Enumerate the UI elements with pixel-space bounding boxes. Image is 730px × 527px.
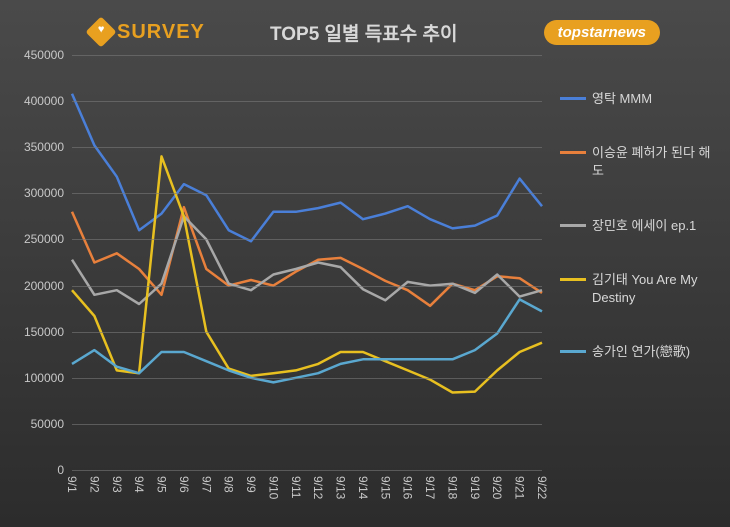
gridline [72, 332, 542, 333]
legend-label: 장민호 에세이 ep.1 [592, 217, 696, 235]
y-axis-label: 100000 [24, 371, 64, 385]
gridline [72, 239, 542, 240]
legend-swatch [560, 151, 586, 154]
y-axis-label: 150000 [24, 325, 64, 339]
topstar-logo: topstarnews [544, 20, 660, 45]
x-axis-label: 9/15 [378, 476, 392, 499]
legend-item: 송가인 연가(戀歌) [560, 343, 720, 361]
legend-item: 김기태 You Are My Destiny [560, 271, 720, 307]
survey-logo: SURVEY [90, 21, 205, 44]
legend-item: 영탁 MMM [560, 90, 720, 108]
y-axis-label: 0 [57, 463, 64, 477]
chart-header: SURVEY TOP5 일별 득표수 추이 topstarnews [0, 14, 730, 50]
legend-label: 이승윤 폐허가 된다 해도 [592, 144, 720, 180]
x-axis-label: 9/1 [65, 476, 79, 493]
legend-label: 영탁 MMM [592, 90, 652, 108]
x-axis-label: 9/3 [110, 476, 124, 493]
survey-logo-text: SURVEY [117, 21, 205, 44]
y-axis-label: 400000 [24, 94, 64, 108]
legend-label: 송가인 연가(戀歌) [592, 343, 690, 361]
x-axis-label: 9/6 [177, 476, 191, 493]
legend-item: 이승윤 폐허가 된다 해도 [560, 144, 720, 180]
legend-swatch [560, 97, 586, 100]
x-axis-label: 9/9 [244, 476, 258, 493]
x-axis-label: 9/5 [155, 476, 169, 493]
y-axis-label: 200000 [24, 279, 64, 293]
x-axis-label: 9/20 [490, 476, 504, 499]
x-axis-label: 9/12 [311, 476, 325, 499]
gridline [72, 424, 542, 425]
y-axis-label: 450000 [24, 48, 64, 62]
gridline [72, 101, 542, 102]
gridline [72, 286, 542, 287]
series-line [72, 216, 542, 304]
x-axis-label: 9/14 [356, 476, 370, 499]
x-axis-label: 9/8 [222, 476, 236, 493]
legend-swatch [560, 350, 586, 353]
x-axis-label: 9/17 [423, 476, 437, 499]
x-axis-label: 9/16 [401, 476, 415, 499]
x-axis-label: 9/2 [87, 476, 101, 493]
x-axis-label: 9/10 [266, 476, 280, 499]
legend-swatch [560, 224, 586, 227]
legend: 영탁 MMM 이승윤 폐허가 된다 해도장민호 에세이 ep.1 김기태 You A… [560, 90, 720, 397]
gridline [72, 147, 542, 148]
chart-lines [72, 55, 542, 470]
y-axis-label: 350000 [24, 140, 64, 154]
plot-area: 0500001000001500002000002500003000003500… [72, 55, 542, 470]
x-axis-label: 9/7 [199, 476, 213, 493]
y-axis-label: 250000 [24, 232, 64, 246]
x-axis-label: 9/13 [334, 476, 348, 499]
x-axis-label: 9/22 [535, 476, 549, 499]
y-axis-label: 50000 [31, 417, 64, 431]
gridline [72, 193, 542, 194]
y-axis-label: 300000 [24, 186, 64, 200]
legend-item: 장민호 에세이 ep.1 [560, 217, 720, 235]
legend-swatch [560, 278, 586, 281]
series-line [72, 94, 542, 242]
x-axis-label: 9/21 [513, 476, 527, 499]
chart-container: SURVEY TOP5 일별 득표수 추이 topstarnews 050000… [0, 0, 730, 527]
x-axis-label: 9/19 [468, 476, 482, 499]
x-axis-label: 9/11 [289, 476, 303, 498]
legend-label: 김기태 You Are My Destiny [592, 271, 720, 307]
chart-title: TOP5 일별 득표수 추이 [270, 19, 457, 46]
x-axis-label: 9/18 [445, 476, 459, 499]
x-axis-label: 9/4 [132, 476, 146, 493]
gridline [72, 378, 542, 379]
gridline [72, 470, 542, 471]
survey-badge-icon [85, 16, 116, 47]
gridline [72, 55, 542, 56]
